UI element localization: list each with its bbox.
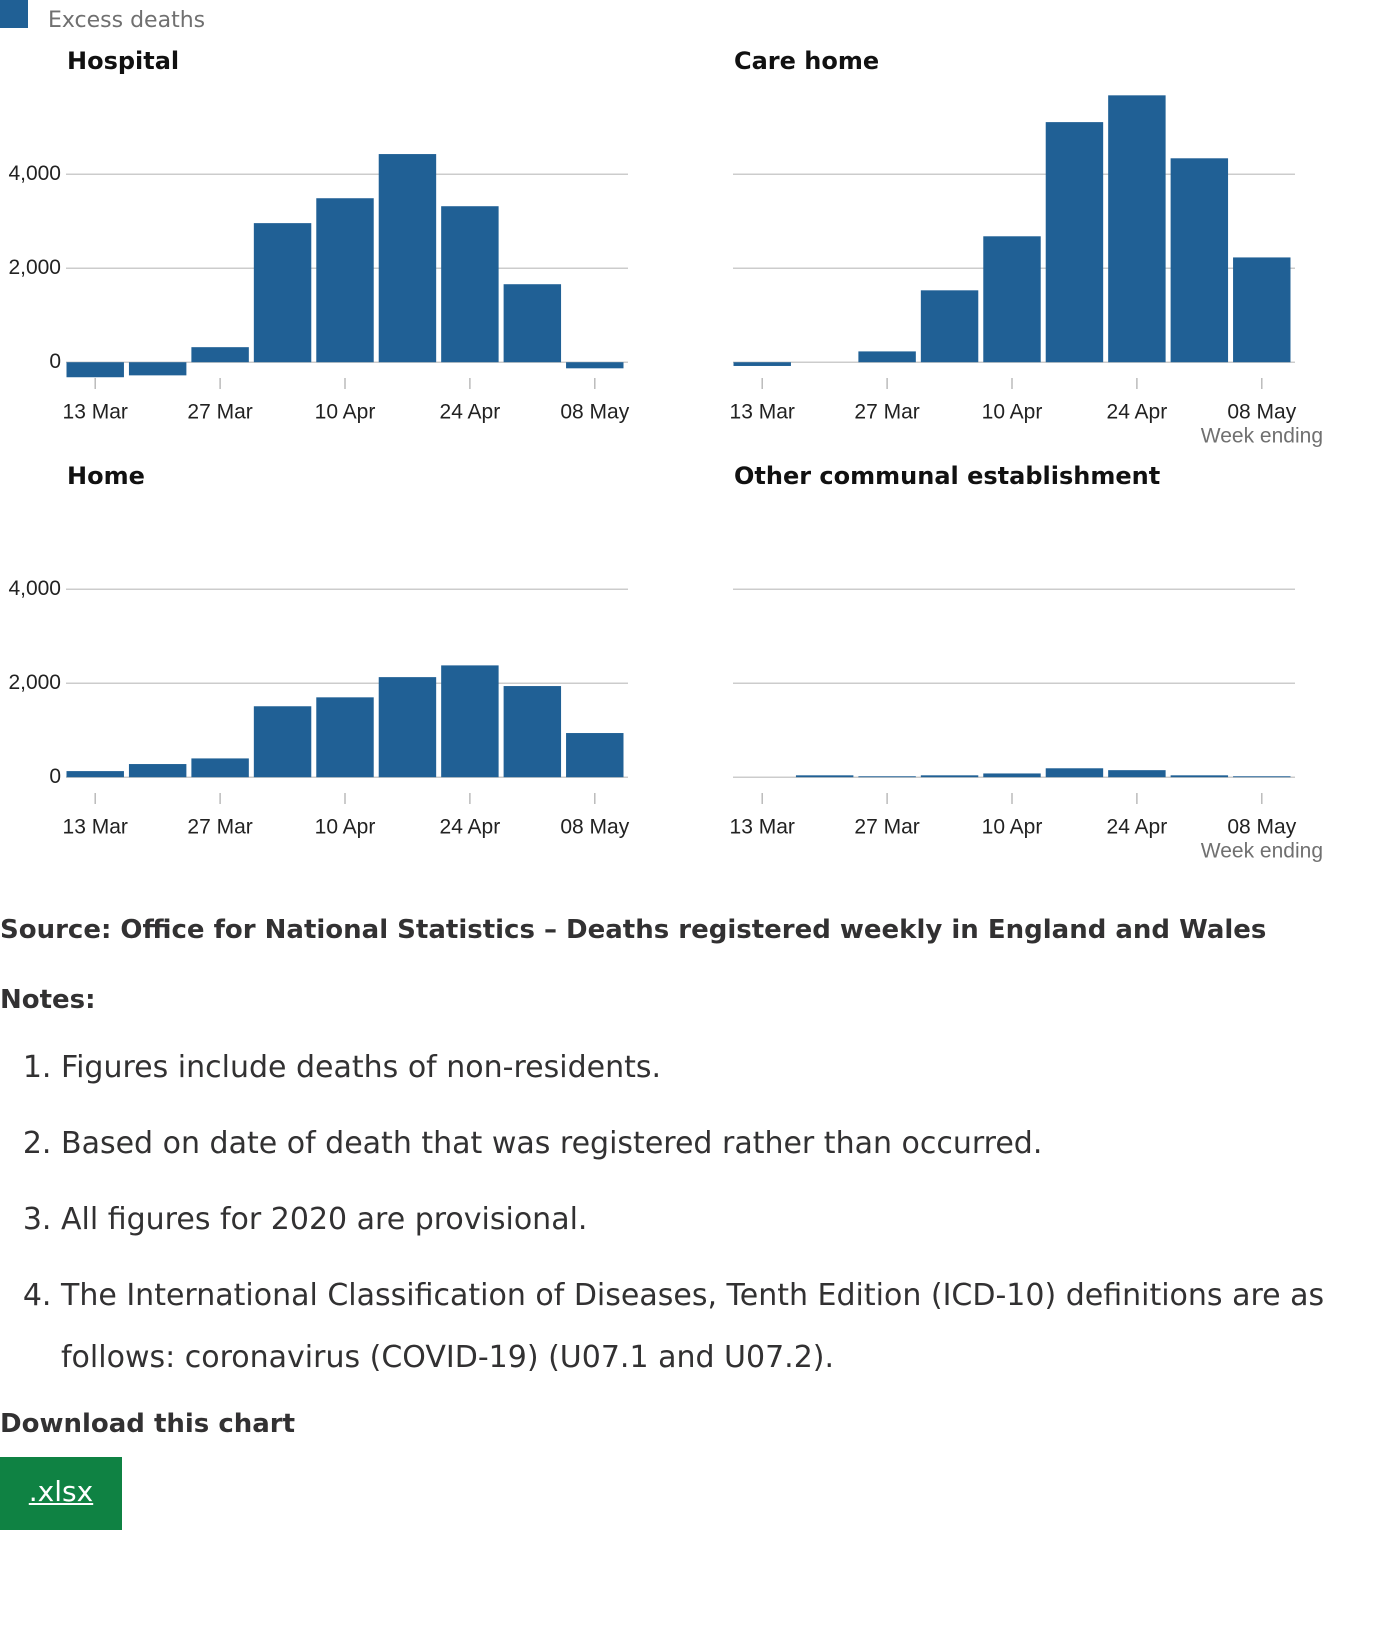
bar	[858, 776, 916, 778]
x-tick-label: 08 May	[560, 816, 629, 839]
bar	[1170, 775, 1229, 778]
download-title: Download this chart	[0, 1409, 296, 1439]
x-tick-label: 13 Mar	[730, 816, 795, 839]
legend-swatch	[0, 0, 28, 28]
bar	[128, 764, 187, 778]
x-tick-label: 10 Apr	[315, 401, 376, 424]
chart-title: Care home	[734, 47, 879, 75]
download-button[interactable]: .xlsx	[0, 1457, 122, 1530]
x-tick-label: 24 Apr	[1107, 401, 1168, 424]
bar	[1233, 257, 1291, 363]
x-tick-label: 24 Apr	[440, 401, 501, 424]
x-tick-label: 27 Mar	[187, 401, 252, 424]
x-tick-label: 24 Apr	[1107, 816, 1168, 839]
legend-label: Excess deaths	[48, 8, 205, 33]
x-tick-label: 27 Mar	[854, 816, 919, 839]
bar	[128, 362, 187, 376]
x-tick-label: 27 Mar	[854, 401, 919, 424]
x-tick-label: 10 Apr	[982, 816, 1043, 839]
x-tick-label: 27 Mar	[187, 816, 252, 839]
bar	[1045, 122, 1104, 363]
x-tick-label: 13 Mar	[63, 816, 128, 839]
bar	[191, 758, 249, 778]
bar	[1233, 776, 1291, 778]
bar	[566, 362, 624, 369]
notes-title: Notes:	[0, 985, 96, 1015]
note: Based on date of death that was register…	[61, 1113, 1389, 1175]
bar	[253, 223, 312, 363]
y-tick-label: 2,000	[8, 256, 61, 279]
y-tick-label: 4,000	[8, 162, 61, 185]
x-tick-label: 13 Mar	[730, 401, 795, 424]
bar	[1108, 95, 1166, 363]
y-tick-label: 0	[49, 350, 61, 373]
x-tick-label: 24 Apr	[440, 816, 501, 839]
note: The International Classification of Dise…	[61, 1265, 1389, 1389]
bar	[378, 677, 437, 778]
x-tick-label: 10 Apr	[982, 401, 1043, 424]
bar	[503, 284, 562, 363]
bar	[66, 771, 124, 778]
y-tick-label: 0	[49, 765, 61, 788]
chart-title: Hospital	[67, 47, 179, 75]
note: All figures for 2020 are provisional.	[61, 1189, 1389, 1251]
y-tick-label: 4,000	[8, 577, 61, 600]
bar	[378, 154, 437, 363]
x-axis-label: Week ending	[1201, 840, 1323, 863]
bar	[983, 773, 1041, 778]
bar	[253, 706, 312, 778]
bar	[795, 775, 854, 778]
x-tick-label: 08 May	[560, 401, 629, 424]
note: Figures include deaths of non-residents.	[61, 1037, 1389, 1099]
bar	[733, 362, 791, 366]
x-tick-label: 10 Apr	[315, 816, 376, 839]
bar	[316, 198, 374, 363]
notes-list: Figures include deaths of non-residents.…	[0, 1037, 1389, 1389]
chart-title: Home	[67, 462, 145, 490]
bar	[316, 697, 374, 778]
bar	[1108, 770, 1166, 778]
bar	[983, 236, 1041, 363]
bar	[920, 775, 979, 778]
bar	[858, 351, 916, 363]
bar	[1170, 158, 1229, 363]
bar	[66, 362, 124, 378]
x-tick-label: 13 Mar	[63, 401, 128, 424]
bar	[503, 686, 562, 778]
notes-section: Source: Office for National Statistics –…	[0, 905, 1389, 1530]
chart-title: Other communal establishment	[734, 462, 1160, 490]
bar	[441, 665, 499, 778]
x-axis-label: Week ending	[1201, 425, 1323, 448]
charts: Excess deaths Hospital 0 2,000 4,000 13 Mar 2…	[0, 0, 1323, 863]
bar	[1045, 768, 1104, 778]
bar	[191, 347, 249, 363]
source: Source: Office for National Statistics –…	[0, 915, 1267, 945]
y-tick-label: 2,000	[8, 671, 61, 694]
bar	[566, 733, 624, 778]
x-tick-label: 08 May	[1227, 401, 1296, 424]
bar	[441, 206, 499, 363]
x-tick-label: 08 May	[1227, 816, 1296, 839]
bar	[920, 290, 979, 363]
